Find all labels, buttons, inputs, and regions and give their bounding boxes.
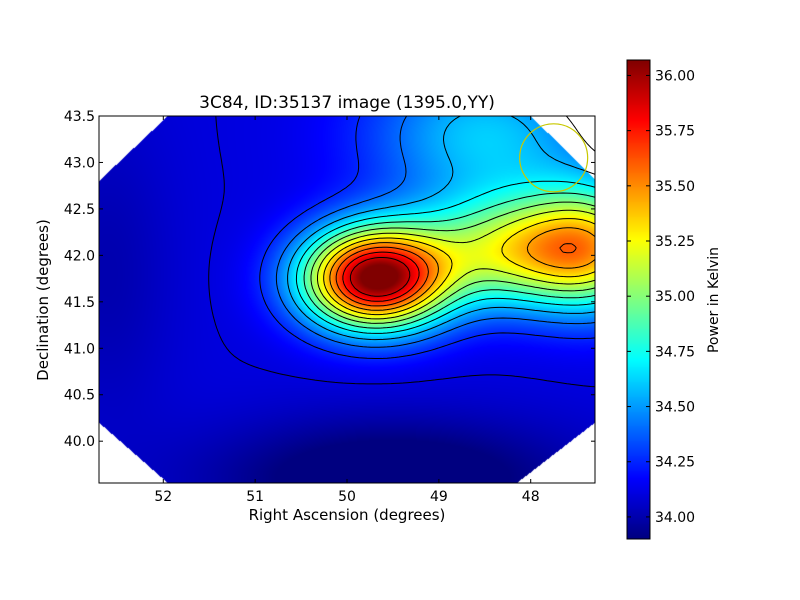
x-tick-label: 48 — [522, 489, 540, 505]
x-tick-label: 50 — [338, 489, 356, 505]
colorbar-tick-label: 35.75 — [655, 124, 695, 140]
y-tick-label: 40.5 — [64, 388, 95, 404]
colorbar-tick-label: 34.75 — [655, 344, 695, 360]
x-tick-label: 49 — [430, 489, 448, 505]
y-tick-label: 42.0 — [64, 248, 95, 264]
x-tick-label: 52 — [154, 489, 172, 505]
colorbar-tick-label: 36.00 — [655, 68, 695, 84]
y-tick-label: 40.0 — [64, 434, 95, 450]
colorbar-tick-label: 35.50 — [655, 179, 695, 195]
colorbar-tick-label: 34.25 — [655, 455, 695, 471]
x-tick-label: 51 — [246, 489, 264, 505]
heatmap-image — [99, 116, 595, 483]
colorbar-tick-label: 35.00 — [655, 289, 695, 305]
contour-level-0 — [208, 116, 595, 388]
y-tick-label: 42.5 — [64, 202, 95, 218]
colorbar-gradient — [627, 60, 650, 539]
contour-level-9 — [329, 227, 595, 311]
contour-level-5 — [303, 192, 595, 329]
contour-level-2 — [275, 116, 595, 348]
contour-level-3 — [287, 116, 595, 341]
colorbar-frame — [626, 59, 651, 540]
contour-level-1 — [259, 116, 595, 359]
colorbar-tick-label: 34.50 — [655, 400, 695, 416]
contour-level-8 — [323, 218, 595, 316]
colorbar-tick-label: 35.25 — [655, 234, 695, 250]
y-axis: 40.0 40.5 41.0 41.5 42.0 42.5 43.0 43.5 — [64, 109, 595, 450]
chart-title: 3C84, ID:35137 image (1395.0,YY) — [199, 93, 495, 113]
colorbar-label: Power in Kelvin — [706, 247, 722, 353]
contour-level-12 — [349, 257, 411, 297]
plot-area — [98, 115, 596, 484]
beam-marker — [519, 123, 589, 193]
y-axis-label: Declination (degrees) — [34, 219, 52, 381]
y-tick-label: 43.5 — [64, 109, 95, 125]
contour-level-6 — [310, 201, 595, 324]
x-axis-label: Right Ascension (degrees) — [249, 506, 446, 524]
contour-level-10 — [335, 243, 577, 307]
y-tick-label: 41.5 — [64, 295, 95, 311]
colorbar-tick-label: 34.00 — [655, 510, 695, 526]
colorbar: 34.00 34.25 34.50 34.75 35.00 35.25 35.50 35.75… — [626, 59, 722, 540]
y-tick-label: 41.0 — [64, 341, 95, 357]
y-tick-label: 43.0 — [64, 155, 95, 171]
colorbar-ticks: 34.00 34.25 34.50 34.75 35.00 35.25 35.50 35.75… — [627, 68, 695, 526]
contour-level-7 — [317, 209, 595, 320]
contour-level-11 — [342, 251, 420, 302]
contour-lines — [208, 116, 595, 388]
contour-level-4 — [295, 180, 595, 334]
x-axis: 52 51 50 49 48 — [154, 116, 540, 505]
